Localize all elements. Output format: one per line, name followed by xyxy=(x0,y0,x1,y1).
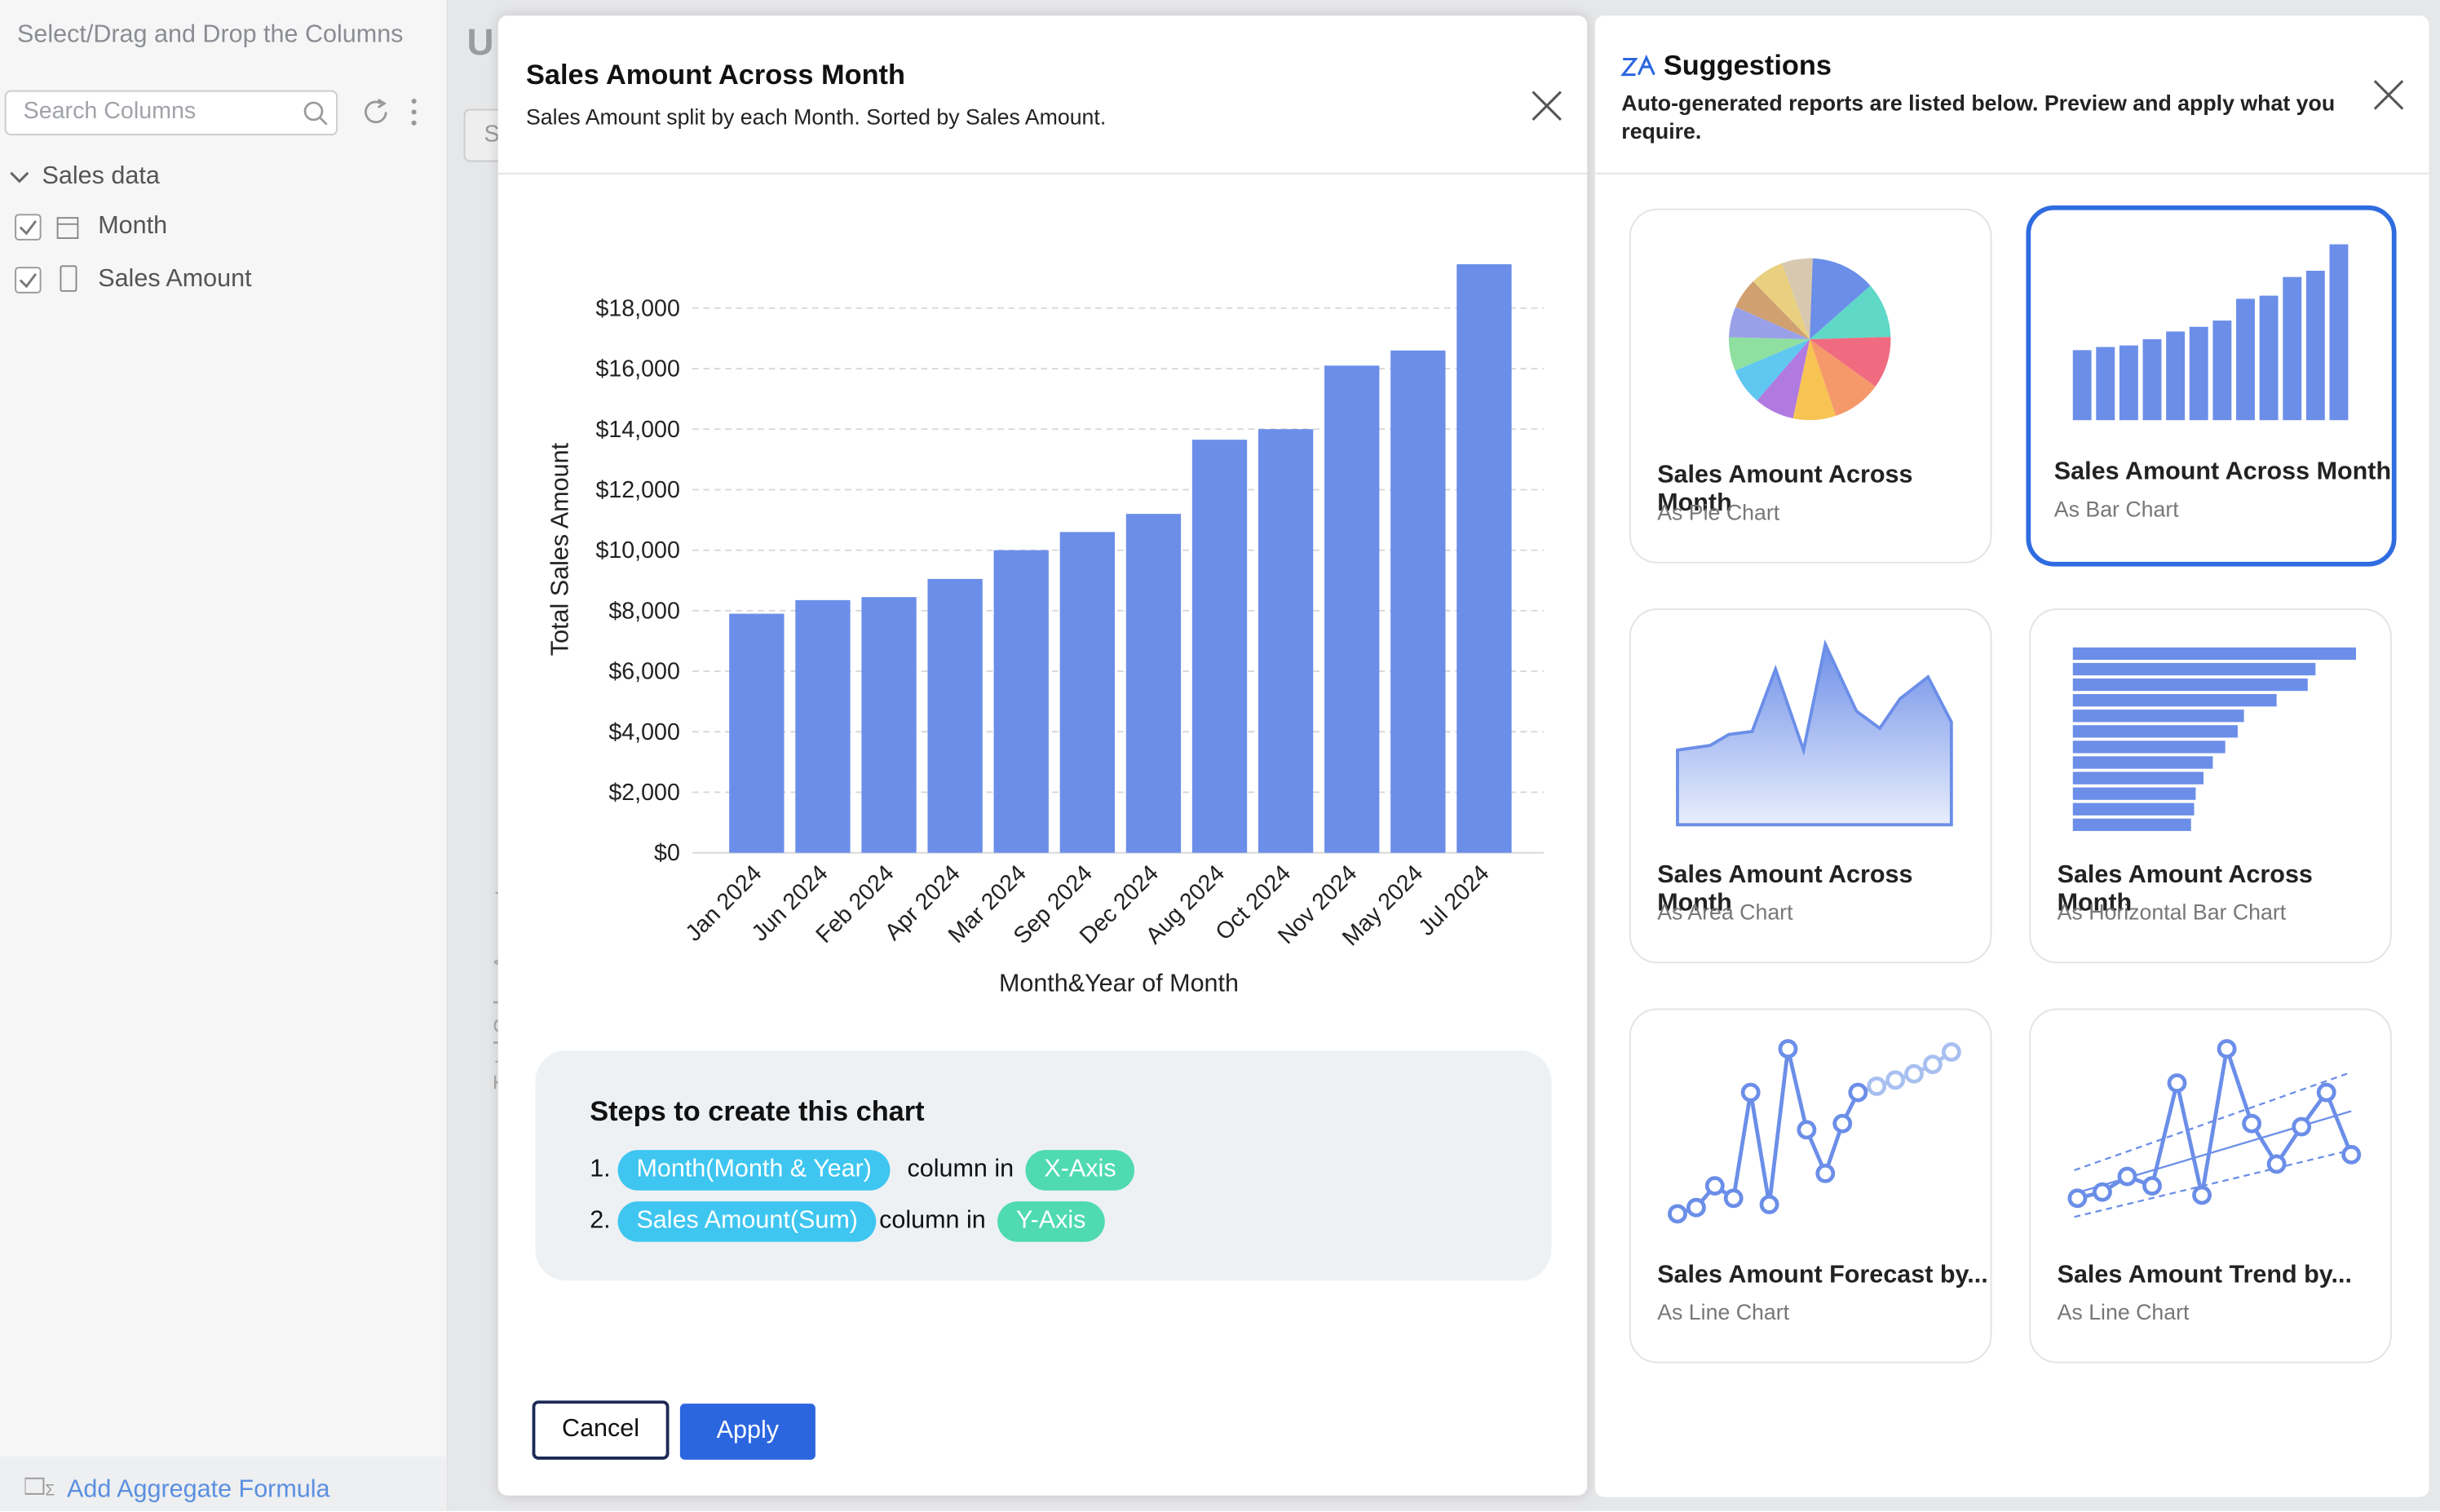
folder-name: Sales data xyxy=(42,163,160,190)
card-subtitle: As Line Chart xyxy=(1657,1299,1790,1324)
x-tick-label: Jul 2024 xyxy=(1413,860,1494,941)
sidebar-header: Select/Drag and Drop the Columns xyxy=(16,21,404,49)
step-text: column in xyxy=(879,1207,986,1235)
chart-modal: Sales Amount Across Month Sales Amount s… xyxy=(497,15,1588,1496)
bar xyxy=(1456,264,1512,853)
card-title: Sales Amount Forecast by... xyxy=(1657,1262,1988,1289)
column-name[interactable]: Month xyxy=(98,213,168,240)
card-title: Sales Amount Across Month xyxy=(1657,862,1913,917)
modal-title: Sales Amount Across Month xyxy=(525,59,905,91)
bar xyxy=(729,613,785,853)
y-tick-label: $14,000 xyxy=(595,417,679,443)
card-title: Sales Amount Across Month xyxy=(2057,862,2313,917)
suggestions-icon xyxy=(1620,54,1655,77)
bar-thumbnail xyxy=(2072,244,2349,421)
forecast-thumbnail xyxy=(1668,1039,1961,1224)
suggestion-card[interactable]: Sales Amount Across Month As Area Chart xyxy=(1629,608,1992,964)
modal-subtitle: Sales Amount split by each Month. Sorted… xyxy=(525,104,1107,130)
add-formula-link[interactable]: Add Aggregate Formula xyxy=(67,1476,330,1504)
x-axis-title: Month&Year of Month xyxy=(999,969,1239,997)
background-title: U xyxy=(466,21,494,64)
y-tick-label: $0 xyxy=(654,840,680,866)
card-title: Sales Amount Across Month xyxy=(1657,462,1913,517)
bar xyxy=(1125,514,1182,853)
step-number: 1. xyxy=(590,1156,611,1183)
apply-button[interactable]: Apply xyxy=(679,1404,816,1460)
suggestion-card[interactable]: Sales Amount Across Month As Pie Chart xyxy=(1629,208,1992,564)
card-subtitle: As Horizontal Bar Chart xyxy=(2057,899,2287,925)
y-tick-label: $10,000 xyxy=(595,537,679,564)
card-subtitle: As Area Chart xyxy=(1657,899,1793,925)
step-text: column in xyxy=(907,1156,1014,1183)
column-name[interactable]: Sales Amount xyxy=(98,266,252,293)
axis-pill: X-Axis xyxy=(1025,1150,1135,1191)
y-tick-label: $4,000 xyxy=(608,719,680,745)
y-axis-title: Total Sales Amount xyxy=(546,442,573,656)
chart: Month&Year of Month Total Sales Amount $… xyxy=(546,264,1544,997)
background-tab-text: S xyxy=(484,121,500,148)
bar xyxy=(1191,440,1248,853)
suggestions-title: Suggestions xyxy=(1663,50,1832,82)
suggestion-card[interactable]: Sales Amount Across Month As Horizontal … xyxy=(2029,608,2392,964)
search-placeholder: Search Columns xyxy=(23,98,197,125)
bar xyxy=(1258,429,1314,853)
field-pill: Sales Amount(Sum) xyxy=(617,1201,877,1242)
y-tick-label: $18,000 xyxy=(595,295,679,321)
card-title: Sales Amount Trend by... xyxy=(2057,1262,2352,1289)
hbar-thumbnail xyxy=(2072,647,2356,831)
suggestions-description: Auto-generated reports are listed below.… xyxy=(1621,90,2336,144)
search-box[interactable]: Search Columns xyxy=(4,90,338,136)
suggestion-card[interactable]: Sales Amount Forecast by... As Line Char… xyxy=(1629,1008,1992,1364)
card-subtitle: As Line Chart xyxy=(2057,1299,2190,1324)
step-number: 2. xyxy=(590,1207,611,1235)
card-subtitle: As Bar Chart xyxy=(2053,496,2179,522)
close-button[interactable] xyxy=(2373,79,2404,110)
bar xyxy=(861,597,917,853)
formula-icon: Σ xyxy=(24,1477,55,1499)
bar xyxy=(1390,350,1446,853)
pie-thumbnail xyxy=(1728,258,1891,421)
steps-box: Steps to create this chart 1. Month(Mont… xyxy=(535,1050,1552,1281)
suggestion-card[interactable]: Sales Amount Across Month As Bar Chart xyxy=(2026,205,2397,567)
bar xyxy=(1059,532,1115,853)
bar xyxy=(795,599,851,853)
divider xyxy=(497,172,1588,175)
y-tick-label: $8,000 xyxy=(608,598,680,624)
trend-thumbnail xyxy=(2067,1039,2362,1218)
chevron[interactable] xyxy=(9,168,31,187)
sidebar: Select/Drag and Drop the Columns Search … xyxy=(0,0,449,1511)
toolbar-icons[interactable] xyxy=(361,95,423,129)
area-thumbnail xyxy=(1676,639,1953,827)
y-tick-label: $12,000 xyxy=(595,477,679,503)
divider xyxy=(1594,172,2429,175)
y-tick-label: $2,000 xyxy=(608,780,680,806)
axis-pill: Y-Axis xyxy=(997,1201,1105,1242)
close-button[interactable] xyxy=(1532,91,1563,122)
steps-title: Steps to create this chart xyxy=(590,1095,925,1127)
search-icon xyxy=(303,101,328,126)
suggestions-panel: Suggestions Auto-generated reports are l… xyxy=(1594,15,2429,1497)
svg-text:Σ: Σ xyxy=(45,1483,55,1499)
y-tick-label: $6,000 xyxy=(608,659,680,685)
card-title: Sales Amount Across Month xyxy=(2053,458,2392,486)
card-subtitle: As Pie Chart xyxy=(1657,499,1780,525)
bar xyxy=(1324,365,1380,853)
cancel-button[interactable]: Cancel xyxy=(532,1400,670,1460)
suggestion-card[interactable]: Sales Amount Trend by... As Line Chart xyxy=(2029,1008,2392,1364)
sidebar-footer: Σ Add Aggregate Formula xyxy=(0,1457,447,1511)
bar xyxy=(993,550,1049,853)
field-pill: Month(Month & Year) xyxy=(617,1150,891,1191)
bar xyxy=(927,578,983,853)
column-icons xyxy=(15,214,79,294)
y-tick-label: $16,000 xyxy=(595,356,679,382)
